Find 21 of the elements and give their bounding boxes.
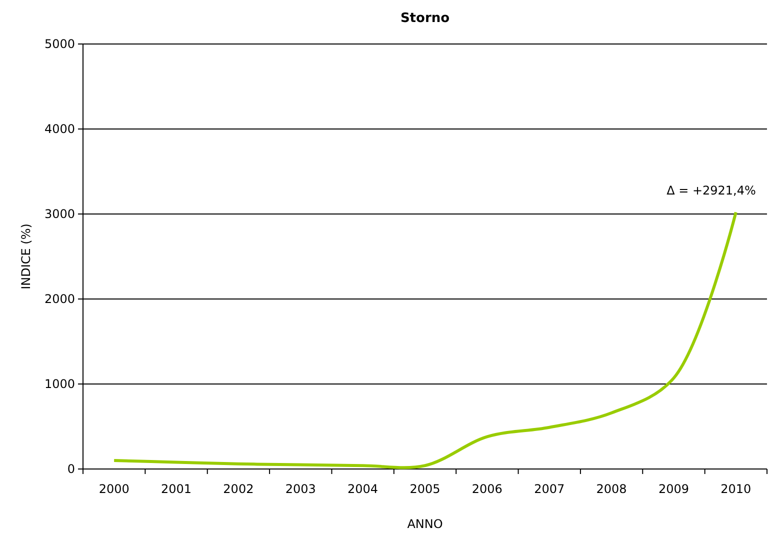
y-tick-label: 3000: [44, 207, 75, 222]
x-tick-label: 2009: [658, 482, 689, 496]
y-tick-label: 5000: [44, 37, 75, 52]
y-tick-label: 2000: [44, 292, 75, 306]
y-tick-label: 1000: [44, 377, 75, 392]
y-tick-label: 4000: [44, 122, 75, 136]
chart-title: Storno: [400, 11, 450, 26]
annotation: Δ = +2921,4%: [666, 183, 756, 198]
y-tick-label: 0: [67, 462, 75, 476]
x-axis-title: ANNO: [407, 517, 443, 531]
x-tick-label: 2002: [223, 482, 254, 496]
x-tick-label: 2008: [596, 482, 627, 496]
x-tick-label: 2004: [348, 482, 378, 496]
x-tick-label: 2003: [285, 482, 316, 496]
x-tick-label: 2006: [472, 482, 502, 496]
x-tick-label: 2007: [534, 482, 565, 496]
x-tick-label: 2010: [720, 482, 752, 496]
x-tick-label: 2005: [410, 482, 440, 496]
y-axis-title: INDICE (%): [19, 224, 33, 290]
x-tick-label: 2001: [161, 482, 192, 496]
x-tick-label: 2000: [98, 482, 130, 496]
